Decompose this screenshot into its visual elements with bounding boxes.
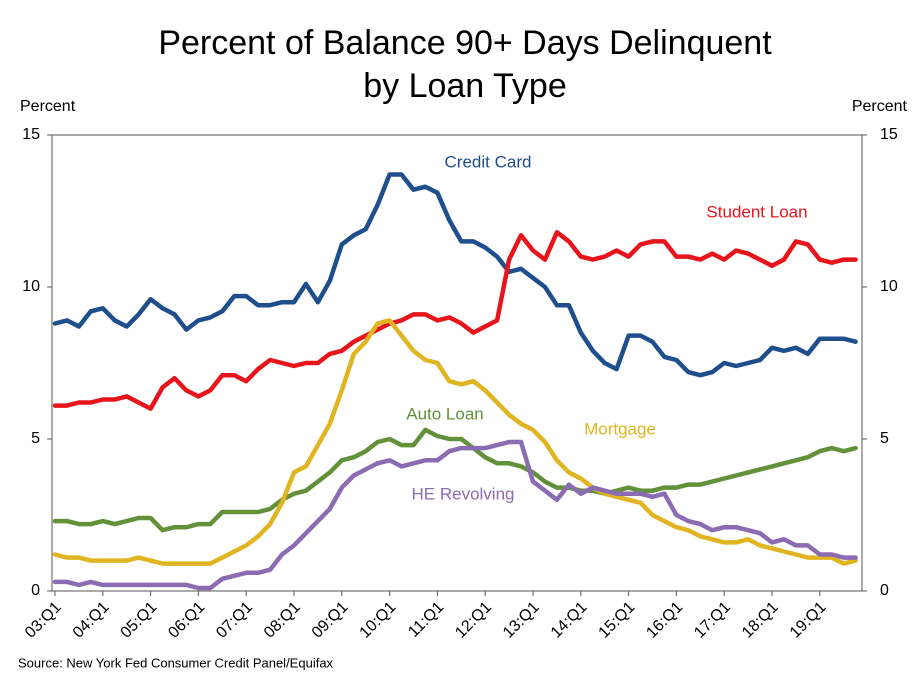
x-tick-label: 12:Q1 (452, 599, 495, 642)
x-tick-label: 16:Q1 (643, 599, 686, 642)
series-line (52, 427, 858, 533)
series-line (52, 318, 858, 566)
series-line (52, 230, 858, 411)
series-label: HE Revolving (412, 484, 515, 503)
x-tick-label: 04:Q1 (70, 599, 113, 642)
x-tick-label: 15:Q1 (596, 599, 639, 642)
x-tick-label: 13:Q1 (500, 599, 543, 642)
x-tick-label: 10:Q1 (357, 599, 400, 642)
x-tick-label: 09:Q1 (309, 599, 352, 642)
plot-frame (51, 134, 863, 592)
x-tick-label: 17:Q1 (691, 599, 734, 642)
y-tick-label: 5 (31, 430, 40, 447)
y2-tick-label: 0 (880, 582, 889, 599)
x-tick-label: 06:Q1 (165, 599, 208, 642)
y-axis-label: Percent (20, 98, 76, 115)
series-line (52, 439, 858, 591)
y-tick-label: 0 (31, 582, 40, 599)
x-tick-label: 14:Q1 (548, 599, 591, 642)
chart-title: by Loan Type (363, 67, 567, 105)
y-tick-label: 10 (22, 278, 40, 295)
series-line (52, 172, 858, 378)
y2-tick-label: 5 (880, 430, 889, 447)
source-note: Source: New York Fed Consumer Credit Pan… (18, 655, 334, 670)
x-tick-label: 08:Q1 (261, 599, 304, 642)
series-label: Mortgage (584, 419, 656, 438)
y2-tick-label: 15 (880, 126, 898, 143)
series-label: Credit Card (445, 152, 532, 171)
x-tick-label: 11:Q1 (405, 599, 447, 641)
y2-tick-label: 10 (880, 278, 898, 295)
series-label: Auto Loan (406, 404, 484, 423)
x-tick-label: 03:Q1 (22, 599, 65, 642)
x-tick-label: 19:Q1 (787, 599, 830, 642)
series-label: Student Loan (706, 202, 807, 221)
x-tick-label: 18:Q1 (739, 599, 782, 642)
chart-title: Percent of Balance 90+ Days Delinquent (158, 24, 772, 62)
x-tick-label: 05:Q1 (118, 599, 161, 642)
x-tick-label: 07:Q1 (213, 599, 256, 642)
y-tick-label: 15 (22, 126, 40, 143)
y2-axis-label: Percent (852, 98, 908, 115)
